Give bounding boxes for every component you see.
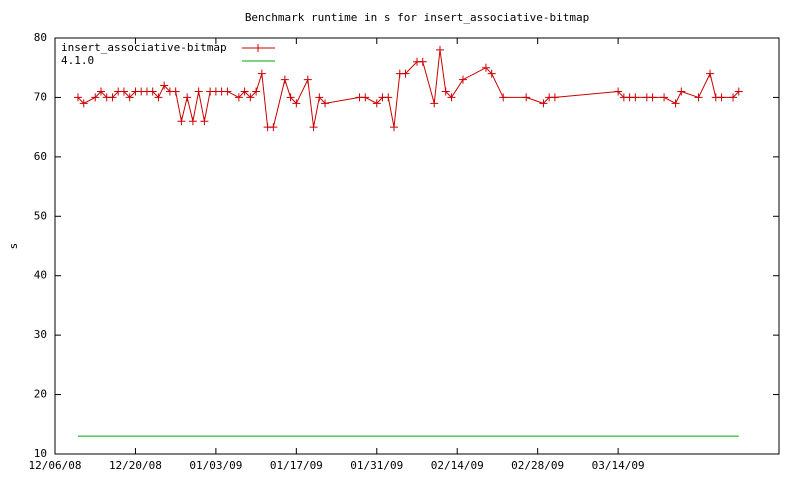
point-marker: [361, 93, 370, 102]
point-marker: [441, 87, 450, 96]
point-marker: [303, 75, 312, 84]
point-marker: [384, 93, 393, 102]
point-marker: [435, 45, 444, 54]
point-marker: [200, 117, 209, 126]
y-axis-label: s: [7, 243, 20, 250]
point-marker: [280, 75, 289, 84]
point-marker: [125, 93, 134, 102]
point-marker: [648, 93, 657, 102]
x-tick-label: 01/31/09: [350, 459, 403, 472]
chart-title: Benchmark runtime in s for insert_associ…: [245, 11, 589, 24]
point-marker: [372, 99, 381, 108]
point-marker: [234, 93, 243, 102]
point-marker: [96, 87, 105, 96]
point-marker: [91, 93, 100, 102]
point-marker: [171, 87, 180, 96]
point-marker: [148, 87, 157, 96]
legend-marker: [254, 44, 262, 52]
point-marker: [677, 87, 686, 96]
point-marker: [487, 69, 496, 78]
point-marker: [734, 87, 743, 96]
point-marker: [550, 93, 559, 102]
point-marker: [729, 93, 738, 102]
point-marker: [390, 123, 399, 132]
plot-frame: [54, 37, 780, 455]
y-tick-label: 20: [34, 388, 47, 401]
y-tick-label: 70: [34, 90, 47, 103]
point-marker: [458, 75, 467, 84]
point-marker: [286, 93, 295, 102]
point-marker: [499, 93, 508, 102]
point-marker: [539, 99, 548, 108]
x-tick-label: 12/20/08: [109, 459, 162, 472]
point-marker: [321, 99, 330, 108]
point-marker: [430, 99, 439, 108]
point-marker: [160, 81, 169, 90]
point-marker: [671, 99, 680, 108]
y-tick-label: 60: [34, 150, 47, 163]
x-tick-label: 12/06/08: [29, 459, 82, 472]
point-marker: [246, 93, 255, 102]
x-tick-label: 03/14/09: [592, 459, 645, 472]
point-marker: [194, 87, 203, 96]
point-marker: [257, 69, 266, 78]
point-marker: [614, 87, 623, 96]
point-marker: [418, 57, 427, 66]
point-marker: [481, 63, 490, 72]
point-marker: [223, 87, 232, 96]
point-marker: [73, 93, 82, 102]
y-tick-label: 10: [34, 447, 47, 460]
legend-label: 4.1.0: [61, 54, 94, 67]
y-tick-label: 50: [34, 209, 47, 222]
point-marker: [269, 123, 278, 132]
point-marker: [119, 87, 128, 96]
point-marker: [694, 93, 703, 102]
legend-label: insert_associative-bitmap: [61, 41, 227, 54]
x-tick-label: 01/17/09: [270, 459, 323, 472]
point-marker: [154, 93, 163, 102]
point-marker: [188, 117, 197, 126]
point-marker: [717, 93, 726, 102]
point-marker: [183, 93, 192, 102]
x-tick-label: 02/14/09: [431, 459, 484, 472]
y-tick-label: 30: [34, 328, 47, 341]
point-marker: [522, 93, 531, 102]
point-marker: [447, 93, 456, 102]
point-marker: [108, 93, 117, 102]
point-marker: [240, 87, 249, 96]
y-tick-label: 80: [34, 31, 47, 44]
point-marker: [660, 93, 669, 102]
point-marker: [631, 93, 640, 102]
x-tick-label: 01/03/09: [189, 459, 242, 472]
point-marker: [309, 123, 318, 132]
point-marker: [315, 93, 324, 102]
x-tick-label: 02/28/09: [511, 459, 564, 472]
point-marker: [252, 87, 261, 96]
point-marker: [79, 99, 88, 108]
point-marker: [706, 69, 715, 78]
point-marker: [401, 69, 410, 78]
y-tick-label: 40: [34, 269, 47, 282]
point-marker: [292, 99, 301, 108]
point-marker: [177, 117, 186, 126]
